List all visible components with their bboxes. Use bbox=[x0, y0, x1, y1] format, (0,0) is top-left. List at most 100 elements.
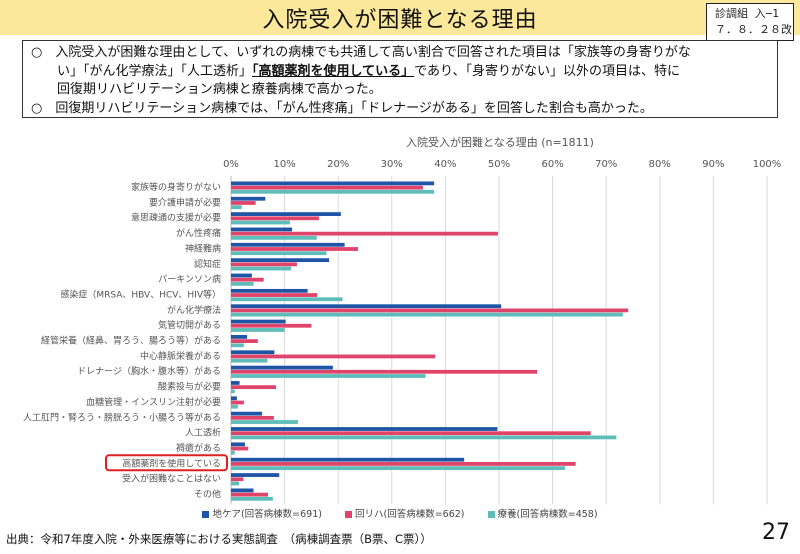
category-label: 人工透析 bbox=[185, 427, 221, 439]
bar-chiiki bbox=[231, 365, 333, 370]
grid-layer bbox=[230, 176, 768, 505]
legend-item-ryoyo: 療養(回答病棟数=458) bbox=[487, 506, 598, 520]
bar-kaifuku bbox=[231, 446, 249, 451]
doc-ref-line1: 診調組 入−1 bbox=[715, 7, 779, 20]
bar-kaifuku bbox=[231, 308, 629, 313]
bar-chiiki bbox=[231, 212, 341, 216]
bar-chiiki bbox=[231, 442, 245, 447]
summary-text: であり、「身寄りがない」以外の項目は、特に bbox=[414, 63, 680, 79]
x-tick-label: 100% bbox=[753, 159, 782, 170]
x-tick-label: 60% bbox=[541, 159, 563, 170]
legend-item-chiiki: 地ケア(回答病棟数=691) bbox=[202, 506, 322, 520]
bar-kaifuku bbox=[231, 477, 244, 482]
bar-chiiki bbox=[231, 350, 275, 355]
x-tick-label: 70% bbox=[595, 159, 617, 170]
x-tick-label: 10% bbox=[273, 159, 295, 170]
category-label: 要介護申請が必要 bbox=[149, 196, 221, 208]
x-tick-labels: 0% 10% 20% 30% 40% 50% 60% 70% 80% 90% 100% bbox=[223, 159, 781, 170]
bar-chiiki bbox=[231, 288, 308, 293]
summary-bullet1-line2: い」「がん化学療法」「人工透析」「高額薬剤を使用している」であり、「身寄りがない… bbox=[31, 63, 769, 82]
bar-ryoyo bbox=[231, 235, 317, 240]
summary-bullet1-line3: 回復期リハビリテーション病棟と療養病棟で高かった。 bbox=[57, 82, 382, 97]
summary-box: ○ 入院受入が困難な理由として、いずれの病棟でも共通して高い割合で回答された項目… bbox=[22, 40, 778, 118]
legend-item-kaifuku: 回リハ(回答病棟数=662) bbox=[344, 506, 465, 520]
category-label: 中心静脈栄養がある bbox=[140, 350, 221, 362]
bar-kaifuku bbox=[231, 415, 274, 420]
category-label: 褥瘡がある bbox=[176, 442, 221, 454]
bar-kaifuku bbox=[231, 400, 244, 405]
bar-kaifuku bbox=[231, 185, 423, 190]
bar-kaifuku bbox=[231, 462, 576, 466]
bar-ryoyo bbox=[231, 297, 343, 302]
page-title: 入院受入が困難となる理由 bbox=[262, 8, 538, 33]
category-label: がん化学療法 bbox=[167, 304, 221, 316]
category-label: ドレナージ（胸水・腹水等）がある bbox=[77, 365, 221, 377]
summary-bullet2: ○ 回復期リハビリテーション病棟では、「がん性疼痛」「ドレナージがある」を回答し… bbox=[31, 100, 653, 116]
bar-kaifuku bbox=[231, 323, 312, 328]
bar-ryoyo bbox=[231, 220, 290, 225]
category-label: 認知症 bbox=[194, 258, 221, 270]
legend: 地ケア(回答病棟数=691) 回リハ(回答病棟数=662) 療養(回答病棟数=4… bbox=[0, 506, 800, 520]
x-tick-label: 40% bbox=[434, 159, 456, 170]
bar-chiiki bbox=[231, 411, 263, 416]
bar-ryoyo bbox=[231, 450, 235, 455]
bar-kaifuku bbox=[231, 201, 256, 205]
highlight-box bbox=[105, 454, 228, 472]
bar-kaifuku bbox=[231, 339, 258, 343]
category-label: パーキンソン病 bbox=[158, 273, 221, 285]
bar-chiiki bbox=[231, 396, 237, 401]
bar-kaifuku bbox=[231, 492, 268, 497]
category-label: 人工肛門・腎ろう・膀胱ろう・小腸ろう等がある bbox=[23, 411, 221, 423]
bar-chiiki bbox=[231, 319, 286, 324]
bar-chiiki bbox=[231, 258, 330, 263]
category-label: 血糖管理・インスリン注射が必要 bbox=[86, 396, 221, 408]
x-tick-label: 0% bbox=[223, 159, 239, 170]
category-label: 気管切開がある bbox=[158, 319, 221, 331]
bar-kaifuku bbox=[231, 262, 297, 267]
bar-chiiki bbox=[231, 227, 293, 232]
bar-ryoyo bbox=[231, 251, 327, 256]
page-number: 27 bbox=[762, 520, 790, 545]
bar-chiiki bbox=[231, 273, 252, 278]
x-tick-label: 80% bbox=[649, 159, 671, 170]
chart-title: 入院受入が困難となる理由 (n=1811) bbox=[406, 136, 594, 149]
legend-swatch-kaifuku bbox=[344, 511, 352, 518]
bar-ryoyo bbox=[231, 189, 435, 194]
bar-kaifuku bbox=[231, 293, 318, 297]
category-label: その他 bbox=[194, 488, 221, 500]
bar-ryoyo bbox=[231, 358, 268, 363]
summary-text: い」「がん化学療法」「人工透析」 bbox=[57, 63, 253, 79]
bar-chart: 0% 10% 20% 30% 40% 50% 60% 70% 80% 90% 100% 家族等の身寄… bbox=[23, 159, 781, 505]
x-tick-label: 50% bbox=[488, 159, 510, 170]
document-reference-box: 診調組 入−1 ７．８．２８改 bbox=[706, 3, 794, 41]
bar-chiiki bbox=[231, 181, 435, 186]
category-label: 感染症（MRSA、HBV、HCV、HIV等） bbox=[60, 288, 221, 300]
category-label: 酸素投与が必要 bbox=[158, 381, 221, 393]
category-label: 意思疎通の支援が必要 bbox=[131, 212, 221, 224]
bar-kaifuku bbox=[231, 354, 436, 359]
x-tick-label: 20% bbox=[327, 159, 349, 170]
bar-chiiki bbox=[231, 242, 345, 247]
bar-kaifuku bbox=[231, 369, 538, 374]
category-label: 経管栄養（経鼻、胃ろう、腸ろう等）がある bbox=[41, 335, 221, 347]
category-label: がん性疼痛 bbox=[176, 227, 221, 239]
bar-ryoyo bbox=[231, 496, 273, 501]
category-labels: 家族等の身寄りがない要介護申請が必要意思疎通の支援が必要がん性疼痛神経難病認知症… bbox=[23, 181, 221, 500]
bar-ryoyo bbox=[231, 205, 242, 210]
category-label: 家族等の身寄りがない bbox=[131, 181, 221, 193]
bars bbox=[231, 181, 629, 501]
source-citation: 出典：令和7年度入院・外来医療等における実態調査 （病棟調査票（B票、C票）） bbox=[6, 532, 432, 546]
bar-ryoyo bbox=[231, 282, 254, 286]
bar-ryoyo bbox=[231, 389, 235, 394]
bar-ryoyo bbox=[231, 420, 298, 424]
legend-swatch-ryoyo bbox=[487, 511, 495, 518]
bar-ryoyo bbox=[231, 481, 240, 486]
category-label: 神経難病 bbox=[185, 242, 221, 254]
doc-ref-line2: ７．８．２８改 bbox=[715, 23, 792, 36]
header-band bbox=[0, 0, 800, 35]
bar-chiiki bbox=[231, 488, 254, 493]
bar-chiiki bbox=[231, 457, 465, 462]
category-label: 高額薬剤を使用している bbox=[122, 457, 221, 469]
summary-emphasis: 「高額薬剤を使用している」 bbox=[252, 63, 415, 79]
bar-chiiki bbox=[231, 381, 240, 385]
